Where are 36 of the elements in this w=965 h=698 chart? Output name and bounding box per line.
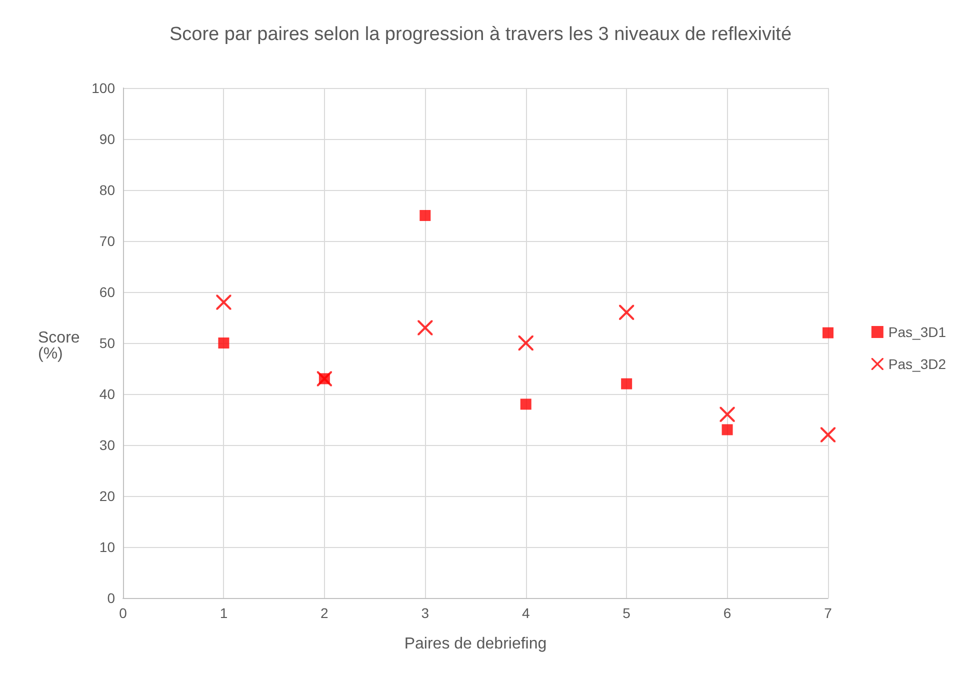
y-tick-label: 30 [99, 437, 116, 453]
point [420, 210, 431, 221]
y-tick-label: 10 [99, 539, 116, 555]
point [216, 294, 232, 310]
x-tick-label: 6 [723, 605, 732, 621]
x-tick-label: 4 [522, 605, 530, 621]
y-tick-label: 100 [92, 80, 116, 96]
y-axis-title: Score (%) [38, 330, 80, 362]
point [820, 427, 836, 442]
legend-label: Pas_3D1 [888, 324, 946, 340]
legend-label: Pas_3D2 [888, 356, 946, 372]
point [418, 320, 433, 336]
point [822, 327, 834, 338]
y-tick-label: 90 [99, 131, 116, 147]
y-tick-label: 80 [99, 182, 116, 198]
y-tick-label: 0 [107, 590, 116, 606]
point [621, 378, 632, 390]
x-tick-label: 7 [824, 605, 832, 621]
point [619, 304, 634, 320]
x-tick-label: 5 [622, 605, 631, 621]
point [518, 336, 534, 350]
point [720, 406, 735, 422]
x-tick-label: 2 [320, 605, 329, 621]
point [722, 424, 733, 436]
x-tick-label: 1 [220, 605, 228, 621]
chart-title: Score par paires selon la progression à travers les 3 niveaux de reflexivité [169, 24, 792, 45]
x-axis-title: Paires de debriefing [404, 636, 547, 652]
point [218, 338, 230, 348]
point [520, 398, 532, 410]
y-tick-label: 70 [99, 233, 116, 249]
y-tick-label: 40 [99, 386, 116, 402]
y-tick-label: 50 [99, 335, 116, 351]
y-tick-label: 60 [99, 284, 116, 300]
x-tick-label: 3 [421, 605, 430, 621]
x-tick-label: 0 [119, 605, 128, 621]
y-tick-label: 20 [99, 488, 116, 504]
